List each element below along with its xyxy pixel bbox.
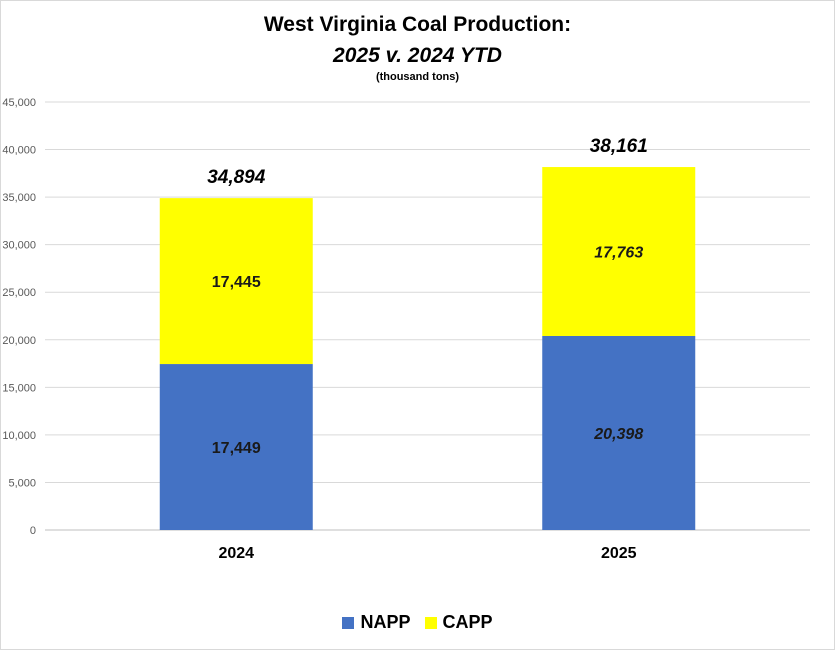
x-tick-label-2024: 2024 [218,545,254,562]
bar-napp-2024 [159,364,313,530]
y-tick-label: 5,000 [8,477,36,489]
legend: NAPP CAPP [0,612,835,633]
y-tick-label: 40,000 [2,145,36,157]
x-tick-label-2025: 2025 [601,545,637,562]
chart-title-line2: 2025 v. 2024 YTD [333,44,502,67]
bar-napp-2025 [542,335,696,530]
data-label-napp-2024: 17,449 [212,440,261,457]
y-tick-label: 15,000 [2,382,36,394]
legend-item-capp: CAPP [424,612,493,633]
y-tick-label: 35,000 [2,192,36,204]
legend-label-capp: CAPP [442,612,493,632]
total-label-2024: 34,894 [207,167,266,188]
legend-swatch-capp [424,616,437,629]
data-label-capp-2025: 17,763 [594,245,643,262]
y-tick-label: 10,000 [2,430,36,442]
legend-swatch-napp [342,616,355,629]
y-tick-label: 20,000 [2,335,36,347]
y-tick-label: 30,000 [2,240,36,252]
bar-capp-2025 [542,167,696,336]
y-tick-label: 45,000 [2,97,36,109]
legend-label-napp: NAPP [360,612,411,632]
y-tick-label: 0 [30,525,36,537]
data-label-napp-2025: 20,398 [593,426,643,443]
y-tick-label: 25,000 [2,287,36,299]
chart-subtitle: (thousand tons) [375,71,460,83]
data-label-capp-2024: 17,445 [212,274,261,291]
chart-title: West Virginia Coal Production: [263,13,572,36]
total-label-2025: 38,161 [590,136,648,157]
bar-capp-2024 [159,198,313,365]
legend-item-napp: NAPP [342,612,411,633]
